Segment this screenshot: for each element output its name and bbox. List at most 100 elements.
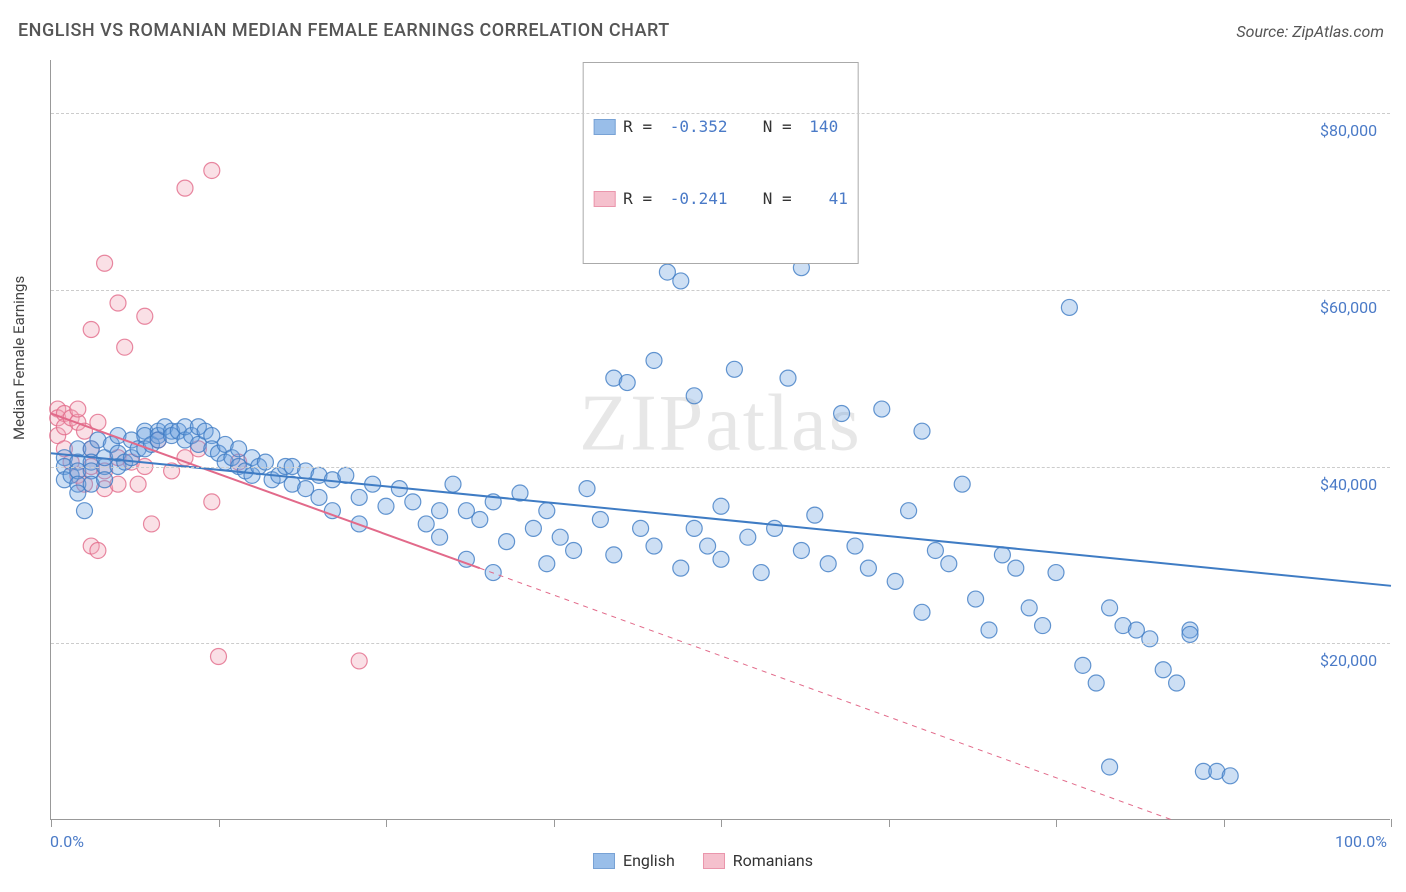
data-point [90,542,106,558]
y-tick-label: $20,000 [1320,651,1377,670]
data-point [753,565,769,581]
data-point [1021,600,1037,616]
data-point [646,538,662,554]
legend-r-romanians: -0.241 [670,187,728,211]
data-point [994,547,1010,563]
data-point [847,538,863,554]
data-point [726,361,742,377]
data-point [70,401,86,417]
data-point [700,538,716,554]
data-point [539,503,555,519]
data-point [686,388,702,404]
data-point [351,489,367,505]
data-point [1075,657,1091,673]
x-tick-label: 100.0% [1335,832,1387,851]
x-tick [386,819,387,827]
chart-container: ENGLISH VS ROMANIAN MEDIAN FEMALE EARNIN… [0,0,1406,892]
data-point [566,542,582,558]
x-tick [554,819,555,827]
x-tick [889,819,890,827]
data-point [981,622,997,638]
legend-row-romanians: R = -0.241 N = 41 [593,187,848,211]
y-tick-label: $80,000 [1320,121,1377,140]
data-point [901,503,917,519]
data-point [686,520,702,536]
data-point [137,308,153,324]
legend-row-english: R = -0.352 N = 140 [593,115,848,139]
data-point [177,180,193,196]
data-point [1142,631,1158,647]
data-point [1182,626,1198,642]
data-point [539,556,555,572]
gridline [51,290,1390,291]
legend-item-english: English [593,851,675,870]
data-point [579,481,595,497]
data-point [673,560,689,576]
legend-n-label: N = [763,187,802,211]
x-tick [1391,819,1392,827]
data-point [860,560,876,576]
legend-n-romanians: 41 [809,187,848,211]
data-point [1169,675,1185,691]
legend-r-label: R = [623,187,662,211]
legend-r-english: -0.352 [670,115,728,139]
x-tick [721,819,722,827]
data-point [110,295,126,311]
chart-source: Source: ZipAtlas.com [1236,22,1384,41]
data-point [525,520,541,536]
data-point [820,556,836,572]
data-point [619,375,635,391]
data-point [378,498,394,514]
y-axis-label: Median Female Earnings [10,276,28,440]
data-point [117,339,133,355]
data-point [1102,759,1118,775]
swatch-romanians [593,191,615,207]
legend-swatch-romanians [703,853,725,869]
x-tick-label: 0.0% [50,832,84,851]
data-point [807,507,823,523]
data-point [144,516,160,532]
legend-series: English Romanians [593,851,813,870]
data-point [1048,565,1064,581]
legend-r-label: R = [623,115,662,139]
legend-correlation: R = -0.352 N = 140 R = -0.241 N = 41 [582,62,859,264]
data-point [1061,299,1077,315]
data-point [767,520,783,536]
data-point [914,423,930,439]
data-point [887,573,903,589]
y-tick-label: $60,000 [1320,298,1377,317]
data-point [472,512,488,528]
data-point [780,370,796,386]
x-tick [1056,819,1057,827]
legend-n-english: 140 [809,115,838,139]
gridline [51,643,1390,644]
data-point [740,529,756,545]
plot-area: ZIPatlas R = -0.352 N = 140 R = -0.241 N… [50,60,1390,820]
data-point [1102,600,1118,616]
legend-n-label: N = [763,115,802,139]
data-point [874,401,890,417]
data-point [834,405,850,421]
data-point [499,534,515,550]
data-point [311,489,327,505]
data-point [351,653,367,669]
chart-title: ENGLISH VS ROMANIAN MEDIAN FEMALE EARNIN… [18,20,670,41]
data-point [927,542,943,558]
data-point [914,604,930,620]
data-point [713,498,729,514]
data-point [941,556,957,572]
data-point [83,322,99,338]
data-point [1222,768,1238,784]
data-point [405,494,421,510]
data-point [592,512,608,528]
data-point [432,503,448,519]
data-point [97,255,113,271]
data-point [432,529,448,545]
data-point [1155,662,1171,678]
data-point [1088,675,1104,691]
data-point [673,273,689,289]
data-point [968,591,984,607]
data-point [418,516,434,532]
swatch-english [593,119,615,135]
legend-label-romanians: Romanians [733,851,813,870]
